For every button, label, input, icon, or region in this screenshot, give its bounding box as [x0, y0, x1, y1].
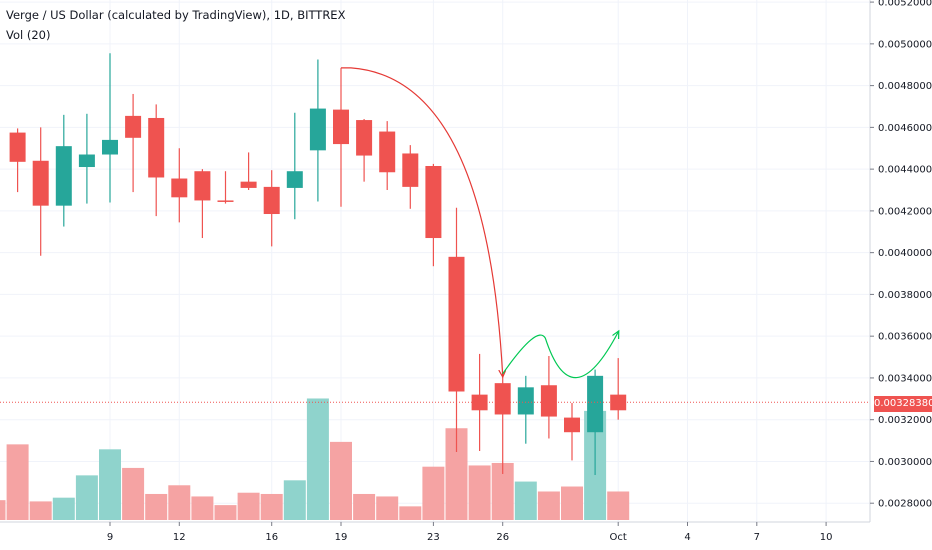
- x-tick-label: Oct: [610, 532, 627, 543]
- volume-indicator-label: Vol (20): [6, 28, 51, 42]
- candle-body: [333, 109, 349, 145]
- volume-bar: [561, 486, 583, 520]
- volume-bar: [468, 465, 491, 520]
- candle-body: [171, 178, 188, 198]
- candle-body: [9, 132, 26, 162]
- volume-bar: [29, 501, 52, 520]
- x-tick-label: 9: [107, 532, 113, 543]
- candle-body: [55, 146, 72, 206]
- candle-body: [448, 256, 465, 392]
- candle-body: [309, 108, 326, 151]
- candle-body: [32, 160, 49, 206]
- volume-bar: [168, 485, 191, 520]
- volume-bar: [514, 481, 537, 520]
- volume-bar: [191, 496, 214, 520]
- candle-body: [356, 120, 373, 156]
- volume-bar: [283, 480, 306, 520]
- last-price-tag: 0.00328380: [874, 396, 932, 412]
- annotation-arrows: [341, 67, 619, 379]
- x-tick-label: 10: [820, 532, 833, 543]
- candle-body: [471, 394, 488, 411]
- volume-bar: [75, 475, 98, 520]
- volume-bar: [52, 497, 75, 520]
- red-arrow: [341, 67, 503, 376]
- x-tick-label: 19: [335, 532, 348, 543]
- candle-body: [263, 186, 280, 215]
- x-tick-label: 4: [684, 532, 690, 543]
- volume-bar: [6, 444, 29, 520]
- volume-bar: [237, 492, 260, 520]
- volume-bar: [0, 500, 6, 520]
- candle-body: [217, 200, 234, 202]
- volume-bar: [99, 449, 121, 520]
- candle-body: [148, 117, 165, 178]
- green-arrow: [502, 332, 619, 379]
- x-tick-label: 16: [265, 532, 278, 543]
- candle-body: [286, 171, 303, 188]
- volume-bar: [214, 505, 237, 520]
- volume-bar: [537, 491, 560, 520]
- volume-bars: [0, 398, 630, 520]
- volume-bar: [422, 466, 445, 520]
- candle-body: [78, 154, 95, 168]
- volume-bar: [330, 441, 352, 520]
- grid-lines: [0, 0, 870, 522]
- candle-body: [379, 131, 396, 173]
- candle-body: [102, 139, 118, 155]
- chart-title: Verge / US Dollar (calculated by Trading…: [6, 8, 346, 22]
- x-tick-label: 23: [427, 532, 440, 543]
- candle-body: [564, 417, 580, 433]
- candle-body: [425, 165, 442, 239]
- volume-bar: [353, 493, 376, 520]
- candle-body: [125, 115, 142, 138]
- candlesticks: [0, 53, 870, 476]
- x-tick-label: 26: [496, 532, 509, 543]
- volume-bar: [399, 506, 422, 520]
- candle-body: [494, 383, 511, 415]
- candle-body: [240, 181, 257, 188]
- candle-body: [587, 375, 604, 433]
- volume-bar: [306, 398, 329, 520]
- y-tick-label: 0.00520000: [878, 0, 932, 9]
- volume-bar: [491, 462, 514, 520]
- time-axis[interactable]: 9 12 16 19 23 26 Oct 4 7 10: [0, 521, 870, 543]
- x-tick-label: 7: [754, 532, 760, 543]
- volume-bar: [260, 493, 283, 520]
- candle-body: [402, 153, 419, 187]
- volume-bar: [376, 496, 399, 520]
- candle-body: [540, 385, 557, 417]
- volume-bar: [445, 428, 468, 520]
- candle-body: [194, 171, 211, 201]
- candle-body: [517, 387, 534, 415]
- volume-bar: [145, 493, 168, 520]
- volume-bar: [122, 467, 145, 520]
- volume-bar: [607, 491, 630, 520]
- x-tick-label: 12: [173, 532, 186, 543]
